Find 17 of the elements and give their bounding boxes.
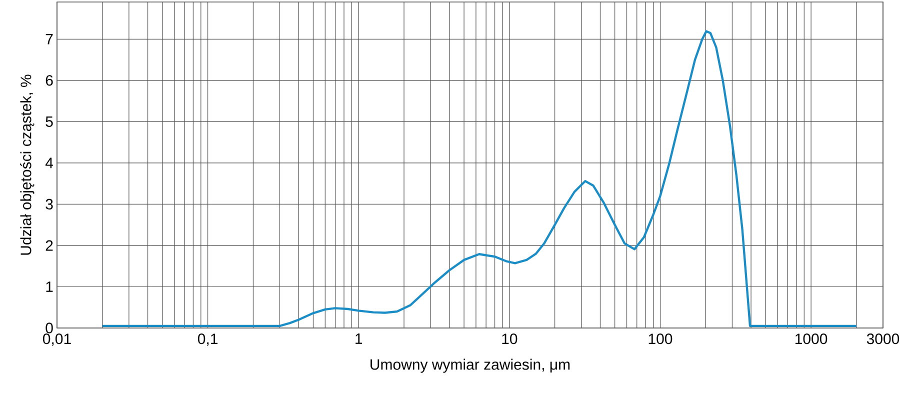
y-tick-label: 5 [46, 116, 53, 127]
x-tick-label: 0,01 [42, 334, 71, 346]
y-tick-label: 3 [46, 198, 53, 210]
x-tick-label: 1 [356, 334, 362, 344]
y-tick-label: 7 [46, 34, 53, 44]
x-axis-title: Umowny wymiar zawiesin, μm [370, 358, 570, 373]
y-tick-label: 4 [45, 158, 54, 168]
y-tick-label: 2 [46, 240, 53, 251]
y-tick-label: 6 [46, 75, 53, 86]
y-axis-title: Udział objętości cząstek, % [20, 74, 34, 255]
x-tick-label: 10 [502, 334, 518, 344]
x-tick-label: 100 [648, 334, 672, 344]
x-tick-label: 0,1 [198, 334, 218, 346]
y-tick-label: 1 [46, 282, 53, 292]
x-tick-label: 3000 [866, 334, 900, 344]
x-tick-label: 1000 [796, 334, 828, 344]
y-tick-label: 0 [46, 322, 53, 334]
